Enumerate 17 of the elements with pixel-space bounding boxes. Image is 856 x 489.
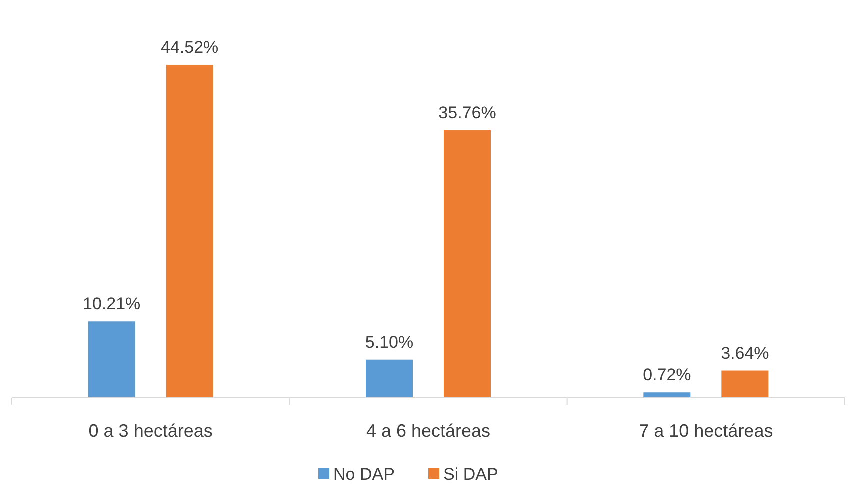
bar (366, 360, 413, 398)
legend-label: Si DAP (444, 465, 498, 484)
data-label: 44.52% (160, 38, 219, 57)
data-label: 35.76% (438, 104, 496, 123)
bar (166, 64, 214, 398)
bar (444, 130, 491, 398)
data-label: 0.72% (643, 366, 692, 385)
x-tick-label: 7 a 10 hectáreas (639, 421, 774, 441)
data-label: 3.64% (721, 344, 770, 363)
bar (722, 370, 769, 398)
bar (644, 392, 691, 398)
legend-label: No DAP (334, 465, 395, 484)
x-tick-label: 4 a 6 hectáreas (366, 421, 491, 441)
bar (88, 322, 136, 398)
x-tick-label: 0 a 3 hectáreas (88, 421, 213, 441)
data-label: 5.10% (365, 332, 414, 352)
data-label: 10.21% (82, 294, 141, 314)
